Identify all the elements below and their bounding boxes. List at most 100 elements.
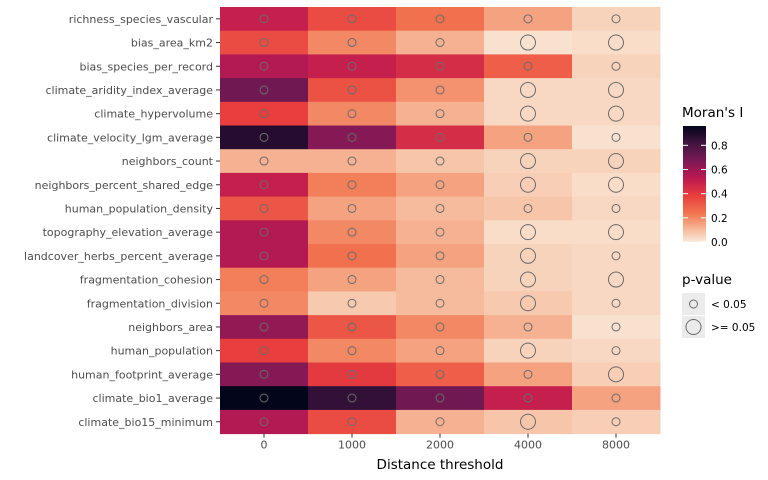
heatmap-cell	[484, 338, 573, 363]
heatmap-cell	[572, 244, 661, 269]
p-value-point	[435, 156, 445, 166]
heatmap-cell	[396, 125, 485, 150]
x-tick-label: 0	[261, 439, 268, 452]
heatmap-cell	[484, 101, 573, 126]
heatmap-cell	[220, 149, 309, 174]
heatmap-cell	[220, 101, 309, 126]
p-value-point	[435, 251, 445, 261]
heatmap-cell	[308, 149, 397, 174]
heatmap-cell	[484, 54, 573, 79]
y-tick-label: human_population_density	[65, 202, 214, 215]
colorbar-tick-label: 0.2	[711, 213, 728, 225]
p-value-point	[347, 369, 357, 379]
heatmap-cell	[308, 244, 397, 269]
heatmap-cell	[220, 125, 309, 150]
heatmap-cell	[572, 196, 661, 221]
p-value-point	[435, 61, 445, 71]
p-value-point	[347, 85, 357, 95]
x-tick-label: 4000	[514, 439, 542, 452]
p-value-point	[435, 180, 445, 190]
heatmap-cell	[484, 409, 573, 435]
p-value-point	[259, 38, 269, 48]
x-axis-tick-labels: 0 1000 2000 4000 8000	[261, 433, 630, 452]
heatmap-cell	[220, 7, 309, 32]
p-value-point	[347, 322, 357, 332]
colorbar-legend: Moran's I 0.0 0.2 0.4 0.6 0.8	[682, 105, 743, 249]
p-value-point	[608, 81, 624, 98]
p-value-point	[347, 38, 357, 48]
p-value-point	[523, 14, 533, 24]
p-value-point	[259, 14, 269, 24]
p-value-point	[347, 417, 357, 427]
y-tick-label: richness_species_vascular	[69, 13, 214, 26]
heatmap-cell	[484, 386, 573, 411]
p-value-point	[347, 275, 357, 285]
p-value-point	[259, 180, 269, 190]
heatmap-cell	[484, 149, 573, 174]
colorbar-title: Moran's I	[682, 105, 743, 121]
heatmap-cell	[308, 220, 397, 245]
p-value-point	[523, 61, 533, 71]
p-value-point	[520, 224, 536, 241]
p-value-point	[347, 14, 357, 24]
p-value-point	[347, 61, 357, 71]
heatmap-cell	[572, 7, 661, 32]
heatmap-cell	[572, 315, 661, 340]
heatmap-cell	[396, 172, 485, 198]
p-value-point	[520, 81, 536, 98]
p-value-point	[523, 203, 533, 213]
heatmap-cell	[484, 78, 573, 103]
heatmap-cell	[308, 362, 397, 387]
p-value-point	[520, 34, 536, 51]
heatmap-cell	[308, 7, 397, 32]
y-tick-label: neighbors_area	[128, 321, 213, 334]
p-value-point	[520, 153, 536, 170]
p-value-point	[435, 38, 445, 48]
p-value-point	[520, 247, 536, 264]
heatmap-cell	[572, 386, 661, 411]
p-value-point	[611, 322, 621, 332]
p-value-points	[259, 14, 624, 430]
y-tick-label: landcover_herbs_percent_average	[24, 250, 213, 263]
p-value-point	[611, 346, 621, 356]
y-tick-label: topography_elevation_average	[43, 226, 214, 239]
heatmap-cell	[396, 267, 485, 292]
p-value-point	[611, 14, 621, 24]
heatmap-cell	[572, 362, 661, 387]
heatmap-cell	[220, 267, 309, 292]
heatmap-cell	[396, 362, 485, 387]
heatmap-cell	[396, 149, 485, 174]
p-value-point	[611, 251, 621, 261]
heatmap-cell	[572, 409, 661, 435]
p-value-point	[259, 203, 269, 213]
heatmap-cell	[484, 267, 573, 292]
p-value-point	[259, 227, 269, 237]
y-tick-label: human_population	[111, 345, 213, 358]
p-value-point	[435, 227, 445, 237]
heatmap-cell	[220, 315, 309, 340]
p-value-point	[259, 132, 269, 142]
heatmap-cell	[484, 244, 573, 269]
p-value-point	[608, 366, 624, 383]
heatmap-cell	[396, 7, 485, 32]
y-tick-label: neighbors_percent_shared_edge	[35, 179, 214, 192]
p-value-point	[608, 105, 624, 122]
y-tick-label: climate_hypervolume	[94, 108, 213, 121]
p-value-point	[435, 393, 445, 403]
p-value-point	[259, 346, 269, 356]
p-value-point	[347, 346, 357, 356]
colorbar-gradient	[683, 126, 706, 242]
p-value-point	[611, 298, 621, 308]
x-tick-label: 2000	[426, 439, 454, 452]
heatmap-cell	[220, 196, 309, 221]
x-axis-title: Distance threshold	[377, 457, 504, 473]
heatmap-cell	[220, 244, 309, 269]
p-value-point	[347, 109, 357, 119]
p-value-point	[435, 14, 445, 24]
p-value-point	[520, 176, 536, 193]
p-value-point	[435, 203, 445, 213]
p-value-point	[435, 346, 445, 356]
y-tick-label: climate_bio1_average	[93, 392, 214, 405]
heatmap-cell	[484, 220, 573, 245]
